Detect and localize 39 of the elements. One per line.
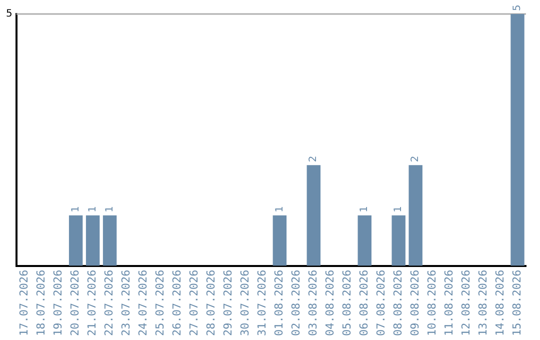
- x-tick-label: 21.07.2026: [86, 270, 99, 336]
- x-tick-label: 11.08.2026: [442, 270, 456, 336]
- data-label: 1: [70, 206, 82, 212]
- data-label: 2: [410, 156, 422, 162]
- x-tick-label: 14.08.2026: [493, 270, 506, 336]
- x-tick-label: 05.08.2026: [340, 270, 354, 336]
- x-tick-label: 07.08.2026: [374, 270, 388, 336]
- data-label: 1: [359, 206, 370, 212]
- x-tick-label: 20.07.2026: [68, 270, 82, 336]
- x-tick-label: 26.07.2026: [170, 270, 184, 336]
- x-tick-label: 22.07.2026: [102, 270, 116, 336]
- data-label: 5: [512, 4, 524, 11]
- data-label: 1: [393, 206, 404, 212]
- x-tick-label: 28.07.2026: [204, 270, 218, 336]
- x-tick-label: 10.08.2026: [425, 270, 438, 336]
- x-tick-label: 03.08.2026: [306, 270, 320, 336]
- data-label: 2: [308, 156, 320, 162]
- x-tick-label: 09.08.2026: [408, 270, 422, 336]
- x-tick-label: 04.08.2026: [324, 270, 336, 336]
- x-tick-label: 12.08.2026: [459, 270, 472, 336]
- x-tick-label: 19.07.2026: [52, 270, 65, 336]
- x-tick-label: 17.07.2026: [18, 270, 31, 336]
- x-tick-label: 30.07.2026: [238, 270, 252, 336]
- x-tick-label: 01.08.2026: [272, 270, 286, 336]
- x-tick-label: 27.07.2026: [188, 270, 201, 336]
- data-label: 1: [87, 206, 98, 212]
- data-label: 1: [274, 206, 286, 212]
- x-tick-label: 25.07.2026: [154, 270, 167, 336]
- x-tick-label: 08.08.2026: [391, 270, 404, 336]
- x-tick-label: 18.07.2026: [34, 270, 48, 336]
- x-tick-label: 23.07.2026: [120, 270, 133, 336]
- x-tick-label: 02.08.2026: [290, 270, 303, 336]
- x-tick-label: 29.07.2026: [222, 270, 235, 336]
- x-tick-label: 13.08.2026: [476, 270, 490, 336]
- data-label: 1: [104, 206, 116, 212]
- x-tick-label: 15.08.2026: [510, 270, 524, 336]
- x-tick-label: 24.07.2026: [136, 270, 150, 336]
- x-tick-label: 31.07.2026: [256, 270, 269, 336]
- x-tick-label: 06.08.2026: [357, 270, 370, 336]
